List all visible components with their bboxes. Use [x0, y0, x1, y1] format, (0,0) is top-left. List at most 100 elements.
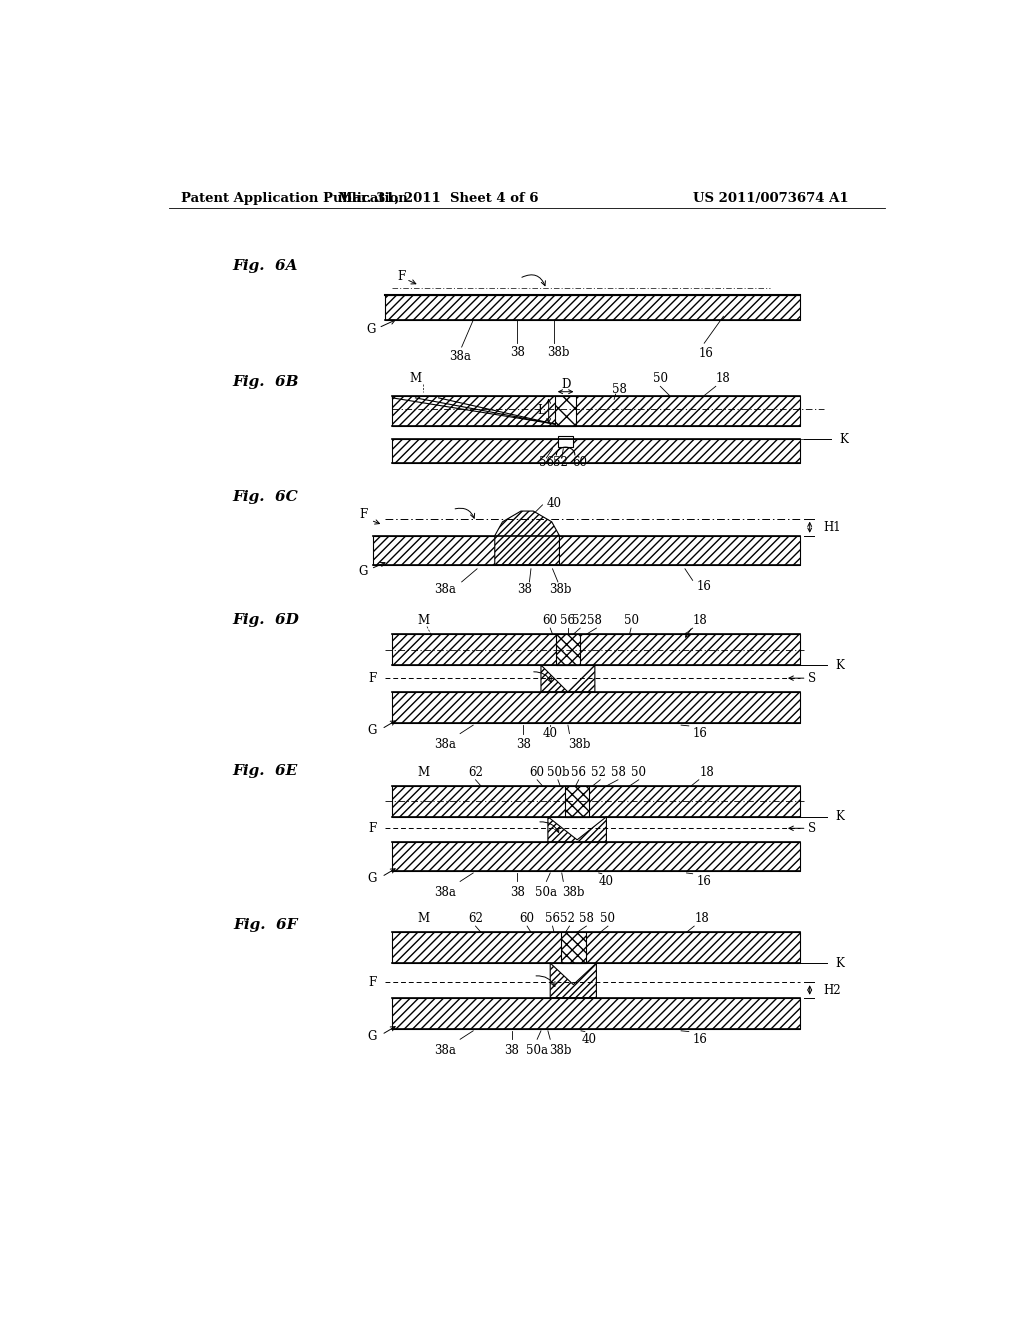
- Text: F: F: [369, 975, 377, 989]
- Text: 18: 18: [694, 912, 710, 925]
- Bar: [392, 635, 801, 665]
- Polygon shape: [548, 817, 606, 842]
- Text: 62: 62: [468, 912, 483, 925]
- Text: Fig.  6F: Fig. 6F: [233, 917, 298, 932]
- Text: 60: 60: [529, 766, 545, 779]
- Text: 16: 16: [693, 727, 708, 741]
- Text: F: F: [369, 822, 377, 834]
- Text: H1: H1: [823, 520, 841, 533]
- Text: F: F: [369, 672, 377, 685]
- Text: Mar. 31, 2011  Sheet 4 of 6: Mar. 31, 2011 Sheet 4 of 6: [338, 191, 539, 205]
- Text: H2: H2: [823, 983, 841, 997]
- Text: 38b: 38b: [549, 583, 571, 597]
- Text: 40: 40: [543, 727, 558, 741]
- Text: 56: 56: [560, 614, 574, 627]
- Text: F: F: [397, 269, 406, 282]
- Text: G: G: [368, 723, 377, 737]
- Text: 38b: 38b: [547, 346, 569, 359]
- Text: M: M: [417, 766, 429, 779]
- Text: 18: 18: [699, 766, 714, 779]
- Bar: [392, 692, 801, 723]
- Text: 38: 38: [517, 583, 532, 597]
- Polygon shape: [495, 511, 559, 565]
- Text: Fig.  6E: Fig. 6E: [232, 763, 298, 777]
- Text: 50a: 50a: [536, 886, 557, 899]
- Text: 40: 40: [582, 1032, 596, 1045]
- Text: 50: 50: [653, 372, 668, 385]
- Bar: [565, 785, 590, 817]
- Text: 38a: 38a: [434, 1044, 456, 1056]
- Bar: [385, 296, 801, 321]
- Text: 16: 16: [696, 579, 712, 593]
- Text: Fig.  6A: Fig. 6A: [232, 259, 298, 273]
- Text: 38b: 38b: [568, 738, 591, 751]
- Bar: [392, 932, 801, 964]
- Text: 38b: 38b: [549, 1044, 571, 1056]
- Bar: [392, 998, 801, 1028]
- Text: 50a: 50a: [526, 1044, 548, 1056]
- Text: Fig.  6D: Fig. 6D: [231, 614, 299, 627]
- Text: 38: 38: [504, 1044, 519, 1056]
- Text: 50: 50: [631, 766, 646, 779]
- Text: 16: 16: [699, 347, 714, 360]
- Text: G: G: [366, 323, 376, 335]
- Text: 18: 18: [693, 614, 708, 627]
- Text: 52: 52: [591, 766, 606, 779]
- Bar: [392, 842, 801, 871]
- Text: M: M: [410, 372, 422, 385]
- Text: 52: 52: [560, 912, 575, 925]
- Text: K: K: [836, 810, 844, 824]
- Text: 38: 38: [516, 738, 530, 751]
- Bar: [392, 396, 801, 426]
- Text: M: M: [417, 912, 429, 925]
- Text: 38a: 38a: [450, 350, 471, 363]
- Text: G: G: [358, 565, 368, 578]
- Text: 38a: 38a: [434, 886, 456, 899]
- Text: 16: 16: [696, 875, 712, 888]
- Text: 60: 60: [572, 455, 587, 469]
- Text: 18: 18: [716, 372, 731, 385]
- Text: 56: 56: [545, 912, 560, 925]
- Text: K: K: [836, 957, 844, 970]
- Text: 40: 40: [547, 496, 561, 510]
- Text: L: L: [538, 404, 545, 417]
- Text: 60: 60: [543, 614, 558, 627]
- Text: 58: 58: [588, 614, 602, 627]
- Polygon shape: [550, 964, 596, 998]
- Text: G: G: [368, 1030, 377, 1043]
- Text: S: S: [808, 672, 816, 685]
- Text: 62: 62: [468, 766, 483, 779]
- Polygon shape: [541, 665, 595, 692]
- Text: S: S: [808, 822, 816, 834]
- Text: 38: 38: [510, 346, 524, 359]
- Text: 58: 58: [579, 912, 594, 925]
- Text: 38a: 38a: [434, 738, 456, 751]
- Bar: [392, 440, 801, 462]
- Text: K: K: [836, 659, 844, 672]
- Text: 52: 52: [572, 614, 587, 627]
- Text: G: G: [368, 871, 377, 884]
- Text: 60: 60: [519, 912, 535, 925]
- Text: 56: 56: [571, 766, 586, 779]
- Text: 38a: 38a: [434, 583, 456, 597]
- Text: F: F: [359, 508, 368, 521]
- Text: Fig.  6C: Fig. 6C: [232, 490, 298, 504]
- Text: M: M: [417, 614, 429, 627]
- Bar: [555, 396, 577, 426]
- Text: 58: 58: [610, 766, 626, 779]
- Text: 58: 58: [612, 383, 627, 396]
- Bar: [392, 785, 801, 817]
- Text: Fig.  6B: Fig. 6B: [232, 375, 299, 388]
- Text: US 2011/0073674 A1: US 2011/0073674 A1: [692, 191, 848, 205]
- Text: Patent Application Publication: Patent Application Publication: [180, 191, 408, 205]
- Text: 52: 52: [553, 455, 567, 469]
- Bar: [561, 932, 586, 964]
- Bar: [373, 536, 801, 565]
- Text: 56: 56: [539, 455, 554, 469]
- Text: 16: 16: [693, 1032, 708, 1045]
- Text: 38: 38: [510, 886, 524, 899]
- Text: 40: 40: [599, 875, 614, 888]
- Bar: [556, 635, 581, 665]
- Text: 38b: 38b: [562, 886, 585, 899]
- Text: D: D: [561, 379, 570, 391]
